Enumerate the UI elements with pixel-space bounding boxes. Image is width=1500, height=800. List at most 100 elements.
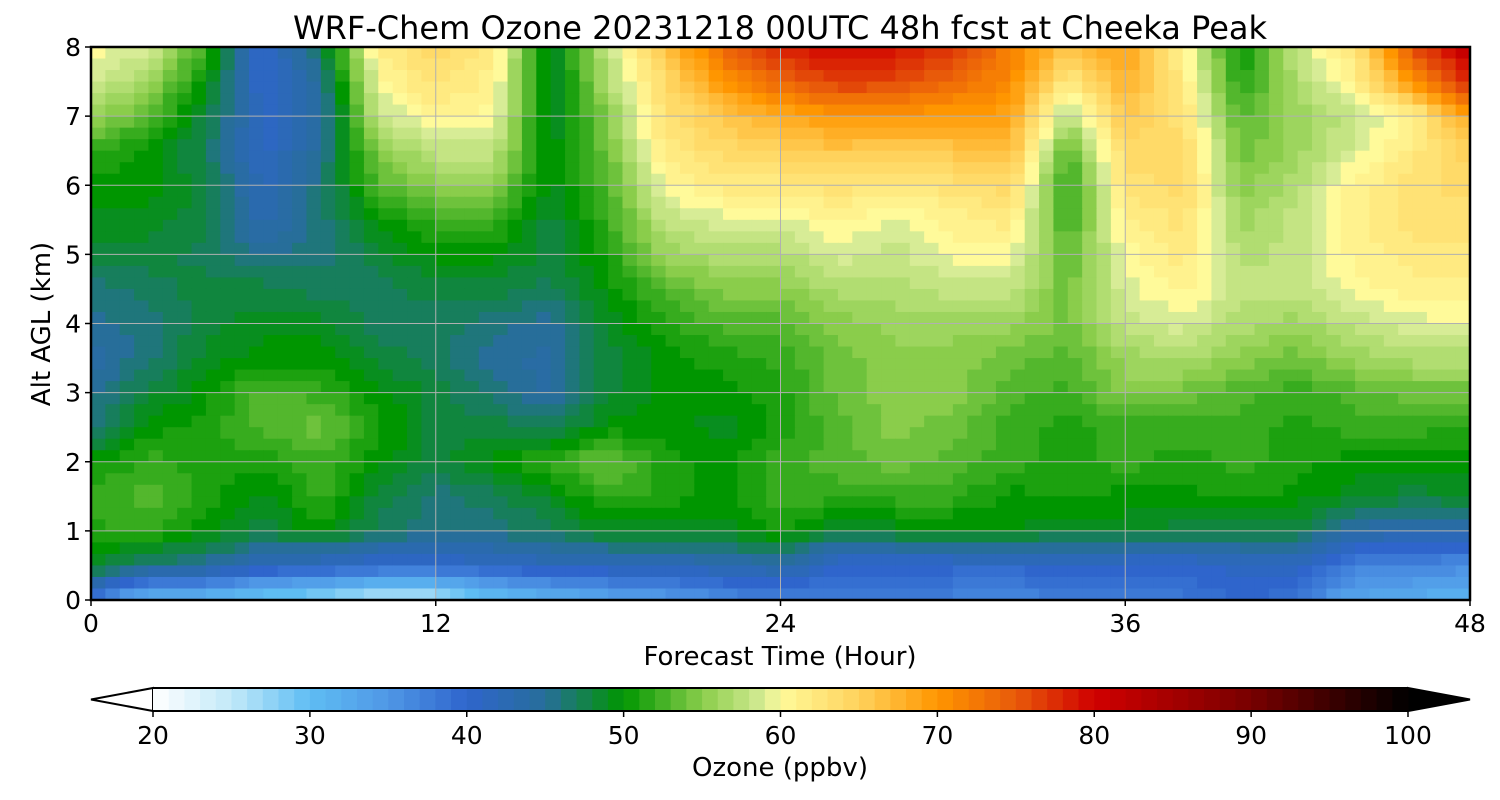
heatmap-cell bbox=[134, 254, 150, 267]
heatmap-cell bbox=[665, 473, 681, 486]
heatmap-cell bbox=[378, 93, 394, 106]
heatmap-cell bbox=[119, 47, 135, 60]
heatmap-cell bbox=[277, 47, 293, 60]
heatmap-cell bbox=[263, 231, 279, 244]
heatmap-cell bbox=[493, 300, 509, 313]
heatmap-cell bbox=[1153, 150, 1169, 163]
heatmap-cell bbox=[881, 196, 897, 209]
heatmap-cell bbox=[622, 553, 638, 567]
heatmap-cell bbox=[220, 265, 236, 279]
heatmap-cell bbox=[737, 254, 753, 267]
heatmap-cell bbox=[493, 127, 509, 140]
heatmap-cell bbox=[263, 58, 279, 71]
heatmap-cell bbox=[823, 265, 839, 279]
heatmap-cell bbox=[277, 335, 293, 348]
heatmap-cell bbox=[967, 173, 983, 186]
heatmap-cell bbox=[1441, 565, 1457, 578]
heatmap-cell bbox=[780, 139, 796, 152]
heatmap-cell bbox=[1067, 507, 1083, 520]
heatmap-cell bbox=[794, 300, 810, 313]
heatmap-cell bbox=[1225, 392, 1241, 405]
heatmap-cell bbox=[1340, 81, 1356, 94]
heatmap-cell bbox=[277, 300, 293, 313]
heatmap-cell bbox=[134, 427, 150, 440]
heatmap-cell bbox=[1283, 496, 1299, 509]
heatmap-cell bbox=[478, 58, 494, 71]
heatmap-cell bbox=[794, 404, 810, 417]
heatmap-cell bbox=[565, 311, 580, 325]
heatmap-cell bbox=[1153, 139, 1169, 152]
heatmap-cell bbox=[91, 277, 106, 290]
heatmap-cell bbox=[1369, 507, 1385, 520]
heatmap-cell bbox=[622, 127, 638, 140]
heatmap-cell bbox=[292, 300, 308, 313]
heatmap-cell bbox=[349, 139, 365, 152]
heatmap-cell bbox=[536, 565, 552, 578]
heatmap-cell bbox=[1125, 47, 1141, 60]
heatmap-cell bbox=[464, 335, 480, 348]
heatmap-cell bbox=[1455, 104, 1471, 117]
heatmap-cell bbox=[981, 277, 997, 290]
heatmap-cell bbox=[335, 116, 351, 129]
heatmap-cell bbox=[1139, 104, 1155, 117]
heatmap-cell bbox=[1197, 369, 1213, 382]
heatmap-cell bbox=[1355, 81, 1371, 94]
heatmap-cell bbox=[191, 496, 207, 509]
heatmap-cell bbox=[1053, 484, 1069, 497]
heatmap-cell bbox=[421, 404, 437, 417]
heatmap-cell bbox=[723, 47, 738, 60]
heatmap-cell bbox=[1426, 381, 1442, 394]
heatmap-cell bbox=[837, 473, 853, 486]
heatmap-cell bbox=[205, 415, 221, 428]
heatmap-cell bbox=[91, 450, 106, 463]
heatmap-cell bbox=[1326, 381, 1342, 394]
heatmap-cell bbox=[536, 104, 552, 117]
heatmap-cell bbox=[1383, 254, 1399, 267]
heatmap-cell bbox=[723, 392, 738, 405]
heatmap-cell bbox=[1355, 104, 1371, 117]
heatmap-cell bbox=[277, 381, 293, 394]
heatmap-cell bbox=[105, 519, 121, 532]
heatmap-cell bbox=[636, 277, 652, 290]
heatmap-cell bbox=[622, 381, 638, 394]
heatmap-cell bbox=[579, 311, 595, 325]
heatmap-cell bbox=[1168, 150, 1184, 163]
heatmap-cell bbox=[392, 173, 408, 186]
heatmap-cell bbox=[1426, 450, 1442, 463]
heatmap-cell bbox=[119, 81, 135, 94]
heatmap-cell bbox=[435, 47, 451, 60]
heatmap-cell bbox=[1010, 496, 1026, 509]
heatmap-cell bbox=[1441, 47, 1457, 60]
heatmap-cell bbox=[1240, 473, 1256, 486]
heatmap-cell bbox=[636, 381, 652, 394]
heatmap-cell bbox=[1139, 542, 1155, 555]
heatmap-cell bbox=[1326, 473, 1342, 486]
heatmap-cell bbox=[1096, 519, 1112, 532]
heatmap-cell bbox=[952, 392, 968, 405]
heatmap-cell bbox=[1297, 173, 1313, 186]
heatmap-cell bbox=[1268, 588, 1284, 601]
heatmap-cell bbox=[507, 519, 523, 532]
heatmap-cell bbox=[679, 427, 695, 440]
heatmap-cell bbox=[292, 208, 308, 221]
heatmap-cell bbox=[823, 81, 839, 94]
heatmap-cell bbox=[392, 415, 408, 428]
heatmap-cell bbox=[1139, 335, 1155, 348]
heatmap-cell bbox=[938, 346, 954, 359]
heatmap-cell bbox=[1240, 496, 1256, 509]
heatmap-cell bbox=[177, 496, 193, 509]
heatmap-cell bbox=[392, 450, 408, 463]
heatmap-cell bbox=[608, 47, 624, 60]
heatmap-cell bbox=[837, 404, 853, 417]
heatmap-cell bbox=[306, 450, 322, 463]
heatmap-cell bbox=[1297, 311, 1313, 325]
heatmap-cell bbox=[1139, 507, 1155, 520]
heatmap-cell bbox=[780, 542, 796, 555]
heatmap-cell bbox=[1297, 116, 1313, 129]
heatmap-cell bbox=[536, 576, 552, 590]
heatmap-cell bbox=[665, 104, 681, 117]
heatmap-cell bbox=[593, 185, 609, 198]
heatmap-cell bbox=[593, 530, 609, 543]
heatmap-cell bbox=[952, 473, 968, 486]
heatmap-cell bbox=[622, 116, 638, 129]
